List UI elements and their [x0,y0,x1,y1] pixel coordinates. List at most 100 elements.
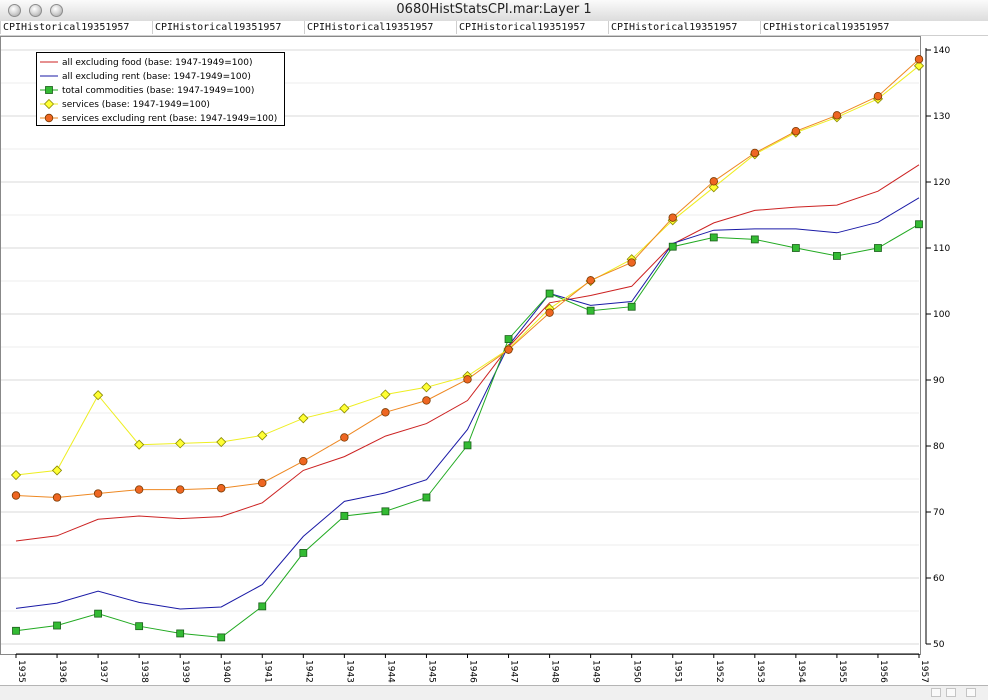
data-point-s3 [750,235,759,244]
data-point-s4 [10,469,22,481]
data-point-s3 [668,242,677,251]
data-point-s3 [94,609,102,618]
x-tick-label: 1956 [878,660,888,683]
data-point-s3 [217,633,226,642]
data-point-s3 [833,252,841,260]
data-point-s5 [832,111,842,120]
x-tick-label: 1955 [837,660,847,683]
legend-marker [43,98,55,110]
data-point-s3 [791,244,800,252]
chart-legend: all excluding food (base: 1947-1949=100)… [36,52,285,126]
data-point-s5 [381,408,390,417]
data-point-s5 [93,489,103,498]
layer-tab[interactable]: CPIHistorical19351957 [608,21,760,34]
data-point-s4 [134,439,145,450]
data-point-s3 [176,629,185,638]
data-point-s5 [914,55,924,64]
x-tick-label: 1945 [426,660,436,683]
x-tick-label: 1949 [591,660,601,683]
legend-label: all excluding rent (base: 1947-1949=100) [62,72,251,82]
data-point-s5 [299,456,308,466]
data-point-s4 [421,382,432,393]
data-point-s5 [873,92,883,101]
data-point-s5 [175,485,185,494]
data-point-s4 [216,436,227,448]
series-line-2 [15,197,920,610]
y-tick-label: 90 [933,376,945,386]
data-point-s3 [381,507,390,516]
legend-box [36,52,285,126]
x-tick-label: 1948 [550,660,560,683]
data-point-s5 [134,485,144,494]
data-point-s3 [463,441,472,450]
data-point-s3 [12,626,20,635]
y-tick-label: 70 [933,508,945,518]
window-title: 0680HistStatsCPI.mar:Layer 1 [396,2,592,17]
data-point-s3 [915,220,923,229]
data-point-s3 [586,306,595,315]
layer-tab[interactable]: CPIHistorical19351957 [760,21,988,34]
data-point-s4 [51,465,63,476]
layer-tab[interactable]: CPIHistorical19351957 [152,21,304,34]
close-window-button[interactable] [8,4,21,17]
data-point-s3 [340,512,349,520]
data-point-s4 [257,430,268,441]
data-point-s4 [380,389,391,400]
horizontal-scrollbar[interactable] [0,685,988,700]
x-tick-label: 1951 [673,660,683,683]
data-point-s5 [504,345,513,354]
legend-label: services (base: 1947-1949=100) [62,100,210,110]
legend-label: services excluding rent (base: 1947-1949… [62,114,277,124]
y-tick-label: 140 [933,46,950,56]
data-point-s5 [340,433,349,442]
data-point-s5 [258,478,267,488]
x-tick-label: 1947 [509,660,519,683]
data-point-s3 [545,289,554,298]
data-point-s5 [627,258,636,267]
data-point-s5 [791,126,801,136]
data-point-s3 [709,233,718,242]
data-point-s3 [504,335,513,343]
data-point-s4 [913,60,925,71]
minimize-window-button[interactable] [29,4,42,17]
y-tick-label: 120 [933,178,950,188]
x-tick-label: 1941 [262,660,272,683]
data-point-s5 [422,396,431,405]
layer-tab[interactable]: CPIHistorical19351957 [456,21,608,34]
y-tick-label: 50 [933,640,945,650]
x-tick-label: 1954 [796,660,806,683]
x-tick-label: 1935 [16,660,26,683]
data-point-s3 [53,621,61,630]
x-tick-label: 1936 [57,660,67,683]
data-point-s5 [668,213,677,222]
data-point-s5 [750,148,760,158]
x-tick-label: 1939 [180,660,190,683]
legend-marker [45,86,53,94]
x-tick-label: 1953 [755,660,765,683]
legend-label: all excluding food (base: 1947-1949=100) [62,58,252,68]
x-tick-label: 1950 [632,660,642,683]
data-point-s5 [11,491,21,500]
zoom-window-button[interactable] [50,4,63,17]
scroll-left-button[interactable] [931,688,941,697]
data-point-s4 [708,182,719,193]
data-point-s4 [175,438,186,449]
data-point-s3 [135,622,144,631]
legend-label: total commodities (base: 1947-1949=100) [62,86,254,96]
plot-frame [0,36,921,655]
cpi-line-chart: 50 60 70 80 90 100 110 120 130 140 1935 1936 1937 193… [0,36,950,683]
scroll-right-button[interactable] [946,688,956,697]
resize-grip-icon[interactable] [966,688,976,697]
layer-tab[interactable]: CPIHistorical19351957 [304,21,456,34]
x-tick-label: 1943 [344,660,354,683]
x-tick-label: 1944 [385,660,395,683]
y-tick-label: 60 [933,574,945,584]
data-point-s5 [463,375,472,384]
data-point-s3 [627,302,636,311]
data-point-s3 [299,549,308,557]
layer-tab[interactable]: CPIHistorical19351957 [0,21,152,34]
data-point-s4 [93,390,104,401]
data-point-s3 [258,602,267,611]
legend-marker [44,113,54,123]
data-point-s5 [545,308,554,317]
